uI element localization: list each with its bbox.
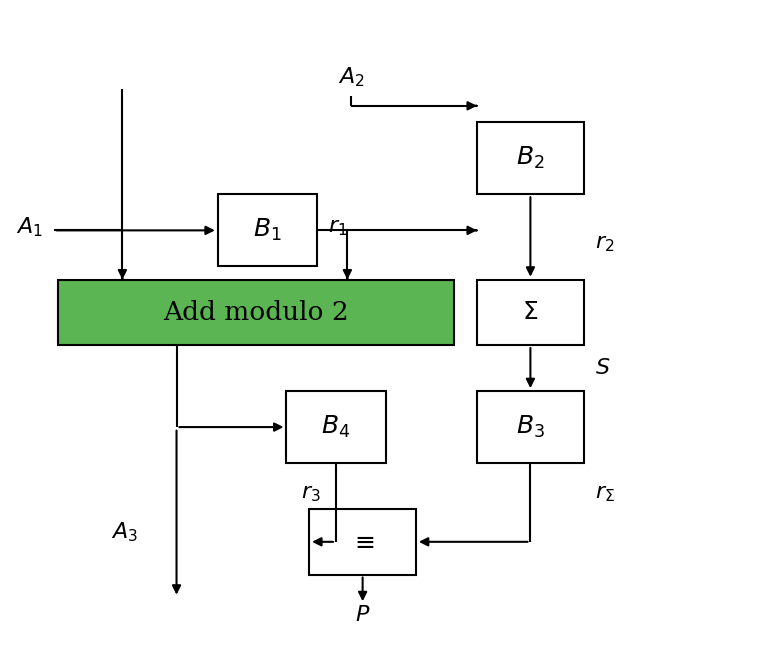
Text: $A_3$: $A_3$	[111, 520, 138, 544]
Text: $B_2$: $B_2$	[516, 145, 544, 171]
Bar	[477, 280, 584, 345]
Text: $B_3$: $B_3$	[516, 414, 545, 440]
Text: $A_1$: $A_1$	[15, 215, 42, 239]
Text: Add modulo 2: Add modulo 2	[163, 300, 348, 325]
Bar	[217, 195, 317, 266]
Text: $r_2$: $r_2$	[595, 232, 614, 254]
Text: $r_1$: $r_1$	[328, 216, 348, 238]
Text: $\Sigma$: $\Sigma$	[522, 301, 538, 324]
Bar	[309, 509, 416, 574]
Text: $\equiv$: $\equiv$	[350, 531, 375, 553]
Text: $B_4$: $B_4$	[322, 414, 351, 440]
Bar	[58, 280, 454, 345]
Text: $r_3$: $r_3$	[301, 481, 321, 503]
Text: $B_1$: $B_1$	[253, 217, 281, 244]
Text: $r_\Sigma$: $r_\Sigma$	[595, 481, 615, 503]
Text: $P$: $P$	[355, 604, 370, 626]
Text: $S$: $S$	[595, 357, 611, 379]
Bar	[286, 391, 386, 463]
Text: $A_2$: $A_2$	[338, 66, 365, 90]
Bar	[477, 122, 584, 195]
Bar	[477, 391, 584, 463]
